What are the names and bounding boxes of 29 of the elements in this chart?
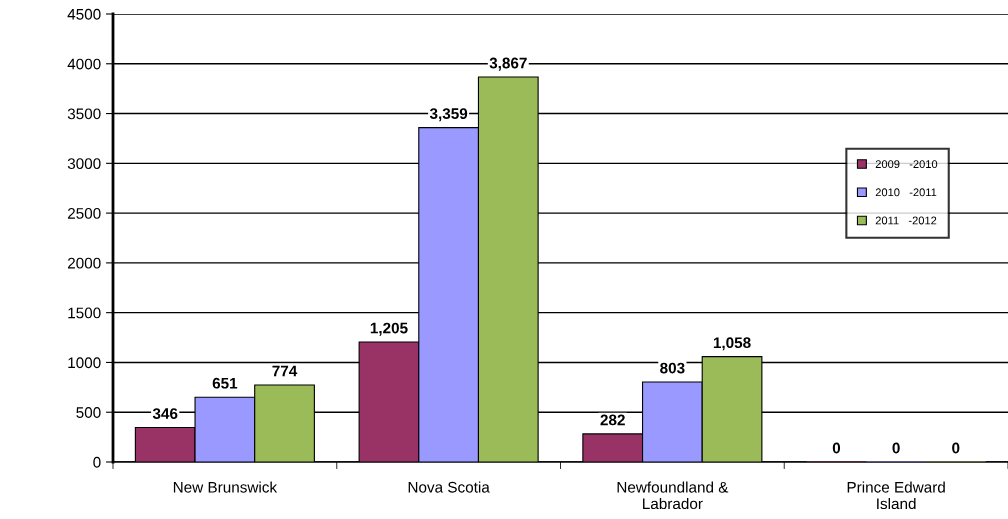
data-label: 282 — [600, 414, 625, 426]
y-tick-label: 2000 — [67, 257, 101, 269]
y-tick-label: 4500 — [67, 8, 101, 20]
y-tick-label: 3500 — [67, 108, 101, 120]
data-label: 0 — [832, 442, 841, 454]
data-label: 0 — [892, 442, 900, 454]
x-tick-label: New Brunswick — [173, 481, 278, 493]
y-tick-label: 1000 — [68, 357, 101, 369]
y-tick-label: 500 — [76, 407, 101, 418]
data-label: 1,058 — [713, 337, 751, 351]
data-label: 803 — [660, 362, 685, 374]
x-tick-label: Prince Edward Island — [847, 481, 945, 510]
legend-label: 2009 -2010 — [875, 160, 938, 169]
y-tick-label: 0 — [93, 456, 101, 468]
data-label: 3,867 — [489, 57, 527, 71]
data-label: 1,205 — [370, 322, 408, 336]
y-tick-label: 2500 — [67, 207, 101, 219]
data-label: 774 — [272, 365, 298, 377]
data-label: 651 — [212, 377, 238, 389]
x-tick-label: Nova Scotia — [408, 481, 490, 493]
legend-label: 2011 -2012 — [875, 216, 937, 225]
data-label: 0 — [952, 442, 960, 454]
legend-label: 2010 -2011 — [875, 188, 937, 197]
y-tick-label: 3000 — [67, 158, 101, 170]
x-tick-label: Newfoundland & Labrador — [617, 481, 729, 510]
data-label: 3,359 — [429, 108, 468, 122]
data-label: 346 — [152, 408, 178, 419]
y-tick-label: 1500 — [68, 307, 101, 319]
y-tick-label: 4000 — [67, 58, 101, 70]
